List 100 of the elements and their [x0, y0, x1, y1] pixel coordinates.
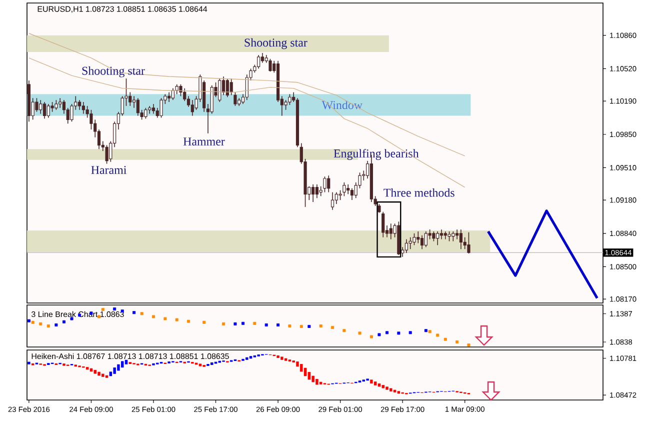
point	[319, 324, 322, 328]
candlestick	[160, 98, 163, 118]
candlestick	[218, 78, 222, 102]
candlestick	[330, 192, 334, 210]
bar	[374, 382, 377, 386]
bar	[120, 361, 124, 368]
candlestick	[288, 94, 292, 106]
candlestick	[230, 78, 233, 96]
bar	[124, 360, 128, 364]
point	[308, 324, 311, 328]
point	[234, 322, 237, 326]
point	[62, 320, 66, 324]
candlestick	[183, 88, 186, 102]
candlestick	[136, 98, 140, 116]
candlestick	[323, 176, 326, 193]
candlestick	[82, 102, 85, 114]
bar	[386, 386, 388, 390]
point	[342, 329, 346, 332]
bar	[102, 374, 104, 377]
point	[31, 320, 34, 324]
candlestick	[58, 98, 62, 108]
bar	[117, 364, 120, 371]
candlestick	[78, 100, 82, 110]
point	[242, 322, 244, 325]
candlestick	[42, 102, 46, 120]
candlestick	[234, 92, 237, 106]
candlestick	[334, 192, 338, 204]
annotation: Hammer	[183, 138, 225, 146]
band-label: Engulfing bearish	[334, 148, 419, 160]
candlestick	[168, 92, 171, 102]
candlestick	[175, 84, 178, 95]
bar	[312, 376, 314, 382]
bar	[98, 372, 100, 376]
candlestick	[342, 182, 346, 197]
point	[456, 340, 459, 344]
candlestick	[39, 100, 42, 114]
candlestick	[440, 229, 444, 240]
candlestick	[152, 104, 156, 114]
point	[424, 329, 428, 332]
candlestick	[420, 234, 424, 250]
point	[428, 330, 432, 334]
point	[276, 323, 280, 326]
bar	[390, 388, 392, 392]
point	[397, 332, 400, 335]
bar	[109, 372, 112, 376]
point	[222, 322, 226, 326]
point	[467, 343, 470, 346]
candlestick	[46, 104, 50, 118]
bar	[300, 364, 303, 372]
line-series	[28, 58, 466, 188]
bar	[280, 356, 284, 360]
candlestick	[452, 231, 455, 242]
point	[331, 326, 334, 329]
candlestick	[467, 232, 470, 254]
candlestick	[54, 100, 58, 110]
point	[202, 320, 206, 324]
bar	[308, 372, 311, 380]
annotation: Three methods	[384, 188, 454, 197]
candlestick	[319, 186, 322, 197]
point	[408, 331, 412, 334]
point	[264, 323, 268, 326]
point	[370, 335, 373, 338]
bar	[316, 378, 318, 385]
candlestick	[424, 231, 428, 248]
candlestick	[144, 108, 148, 120]
candlestick	[128, 92, 132, 106]
candlestick	[35, 98, 38, 112]
point	[39, 322, 42, 326]
candlestick	[456, 229, 459, 240]
candlestick	[315, 184, 318, 198]
point	[386, 331, 388, 334]
candlestick	[448, 231, 451, 242]
line-series	[486, 210, 598, 300]
point	[164, 317, 167, 320]
candlestick	[284, 100, 288, 110]
point	[288, 324, 292, 328]
point	[46, 324, 50, 328]
candlestick	[436, 231, 440, 246]
point	[300, 324, 303, 328]
candlestick	[404, 238, 408, 254]
bar	[370, 380, 373, 384]
candlestick	[312, 184, 315, 202]
candlestick	[268, 58, 272, 72]
point	[175, 318, 178, 322]
candlestick	[257, 54, 260, 70]
band-label: Shooting star	[244, 38, 308, 50]
point	[70, 317, 74, 320]
candlestick	[226, 78, 229, 98]
point	[152, 315, 155, 318]
point	[98, 315, 100, 318]
candlestick	[432, 231, 436, 242]
candlestick	[50, 102, 54, 112]
candlestick	[327, 175, 330, 193]
candlestick	[412, 232, 416, 246]
bar	[276, 355, 280, 358]
candlestick	[338, 190, 342, 200]
point	[378, 333, 381, 336]
candlestick	[382, 211, 385, 238]
candlestick	[179, 84, 182, 97]
candlestick	[408, 236, 412, 250]
